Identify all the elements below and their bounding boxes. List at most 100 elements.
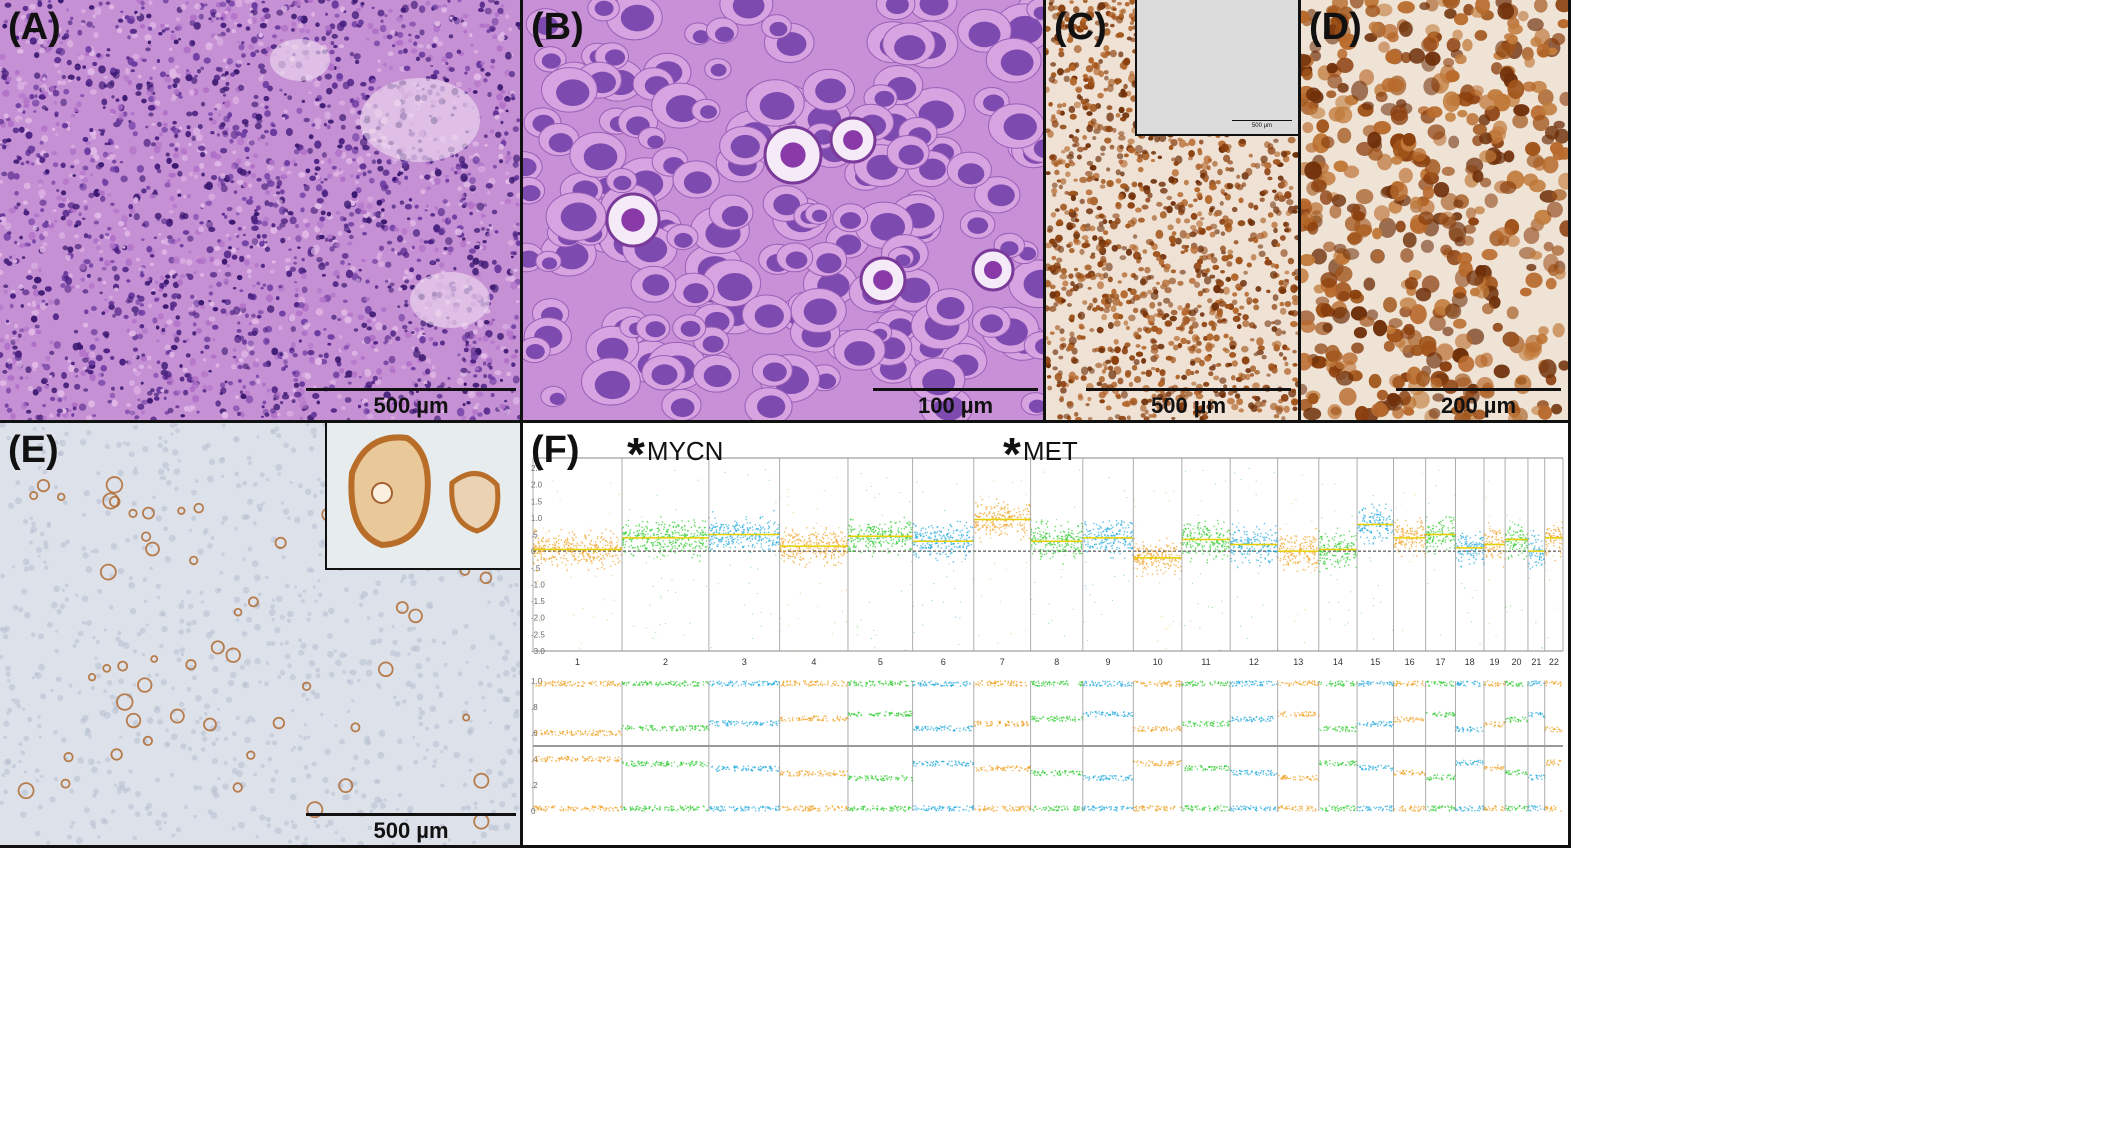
- chromosome-16: [1392, 473, 1427, 812]
- panel-a: (A) 500 µm: [0, 0, 520, 420]
- chromosome-10: [1132, 490, 1183, 812]
- baf-y-tick: .2: [531, 781, 538, 790]
- panel-d: (D) 200 µm: [1301, 0, 1568, 420]
- panel-c-inset: 500 µm: [1135, 0, 1298, 136]
- chromosome-label: 15: [1370, 657, 1380, 667]
- divider: [1568, 0, 1571, 848]
- panel-d-scalebar: 200 µm: [1396, 388, 1561, 419]
- chromosome-21: [1527, 530, 1546, 812]
- chromosome-13: [1277, 474, 1320, 812]
- panel-a-image: [0, 0, 520, 420]
- cn-y-tick: 1.5: [531, 497, 543, 506]
- divider: [0, 420, 1568, 423]
- divider: [1298, 0, 1301, 423]
- baf-y-tick: 0: [531, 807, 536, 816]
- chromosome-1: [532, 479, 623, 812]
- cn-y-tick: -.5: [531, 564, 541, 573]
- chromosome-22: [1544, 521, 1564, 812]
- cn-y-tick: 1.0: [531, 514, 543, 523]
- panel-d-image: [1301, 0, 1568, 420]
- baf-y-tick: .6: [531, 729, 538, 738]
- chromosome-2: [621, 469, 710, 812]
- chromosome-label: 17: [1436, 657, 1446, 667]
- chromosome-label: 2: [663, 657, 668, 667]
- divider: [1043, 0, 1046, 423]
- panel-b: (B) 100 µm: [523, 0, 1043, 420]
- chromosome-6: [912, 481, 975, 812]
- chromosome-label: 3: [742, 657, 747, 667]
- chromosome-4: [778, 476, 849, 812]
- chromosome-7: [973, 479, 1032, 812]
- baf-y-tick: .8: [531, 703, 538, 712]
- panel-e-scalebar: 500 µm: [306, 813, 516, 844]
- chromosome-12: [1229, 468, 1279, 812]
- chromosome-label: 19: [1490, 657, 1500, 667]
- cn-y-tick: 2.0: [531, 481, 543, 490]
- chromosome-label: 20: [1512, 657, 1522, 667]
- panel-f: 2.5 2.0 1.5 1.0 .5 0 -.5 -1.0 -1.5 -2.0 -2.5 -3.0 1.…: [523, 423, 1568, 845]
- vacuole: [371, 482, 393, 504]
- stained-cell-small: [449, 471, 501, 534]
- chromosome-label: 16: [1405, 657, 1415, 667]
- tissue-texture: [1301, 0, 1568, 420]
- cn-y-tick: -3.0: [531, 647, 545, 656]
- panel-c-inset-scale-text: 500 µm: [1251, 123, 1273, 129]
- panel-b-label: (B): [531, 6, 584, 48]
- panel-b-scalebar: 100 µm: [873, 388, 1038, 419]
- chromosome-label: 14: [1333, 657, 1343, 667]
- chromosome-label: 7: [1000, 657, 1005, 667]
- gene-label-mycn: *MYCN: [627, 427, 723, 481]
- chromosome-14: [1318, 483, 1358, 812]
- panel-d-scale-text: 200 µm: [1440, 393, 1517, 418]
- chromosome-15: [1356, 495, 1395, 812]
- panel-a-label: (A): [8, 6, 61, 48]
- asterisk-icon: *: [627, 428, 645, 480]
- chromosome-label: 11: [1201, 657, 1210, 667]
- panel-d-label: (D): [1309, 6, 1362, 48]
- cn-y-tick: -2.5: [531, 630, 545, 639]
- baf-y-tick: .4: [531, 755, 538, 764]
- chromosome-11: [1181, 469, 1231, 812]
- cn-y-tick: -1.0: [531, 580, 545, 589]
- stained-cells: [17, 476, 502, 830]
- gene-name-mycn: MYCN: [646, 436, 724, 466]
- chromosome-label: 21: [1531, 657, 1541, 667]
- chromosome-8: [1029, 469, 1084, 812]
- copy-number-plot: 2.5 2.0 1.5 1.0 .5 0 -.5 -1.0 -1.5 -2.0 -2.5 -3.0 1.…: [531, 457, 1564, 816]
- panel-c-scale-text: 500 µm: [1150, 393, 1227, 418]
- divider: [0, 845, 1568, 848]
- asterisk-icon: *: [1003, 428, 1021, 480]
- gene-name-met: MET: [1022, 436, 1078, 466]
- chromosome-18: [1454, 530, 1485, 812]
- panel-e: (E) 500 µm: [0, 423, 520, 845]
- chromosome-label: 1: [575, 657, 580, 667]
- gene-label-met: *MET: [1003, 427, 1078, 481]
- panel-c: (C) 500 µm 500 µm: [1046, 0, 1298, 420]
- cn-y-tick: -2.0: [531, 614, 545, 623]
- pale-region: [270, 39, 330, 81]
- chromosome-label: 13: [1293, 657, 1303, 667]
- chromosome-label: 9: [1106, 657, 1111, 667]
- panel-e-inset: [325, 423, 520, 570]
- panel-e-scale-text: 500 µm: [373, 818, 449, 843]
- pale-region: [360, 78, 480, 162]
- cn-y-tick: -1.5: [531, 597, 545, 606]
- chromosome-label: 5: [878, 657, 883, 667]
- cn-y-tick: 2.5: [531, 464, 543, 473]
- panel-e-inset-image: [348, 434, 501, 549]
- chromosome-5: [847, 472, 914, 812]
- pale-region: [410, 272, 490, 328]
- chromosome-label: 12: [1249, 657, 1259, 667]
- panel-a-scale-text: 500 µm: [373, 393, 449, 418]
- chromosome-label: 4: [811, 657, 816, 667]
- panel-a-scalebar: 500 µm: [306, 388, 516, 419]
- panel-c-inset-scalebar: 500 µm: [1232, 120, 1292, 129]
- chromosome-label: 22: [1549, 657, 1559, 667]
- chromosome-label: 18: [1465, 657, 1475, 667]
- chromosome-3: [708, 468, 781, 812]
- cn-y-tick: 0: [531, 547, 536, 556]
- panel-c-scalebar: 500 µm: [1086, 388, 1291, 419]
- chromosome-label: 8: [1054, 657, 1059, 667]
- panel-f-label: (F): [531, 429, 580, 471]
- panel-e-label: (E): [8, 429, 59, 471]
